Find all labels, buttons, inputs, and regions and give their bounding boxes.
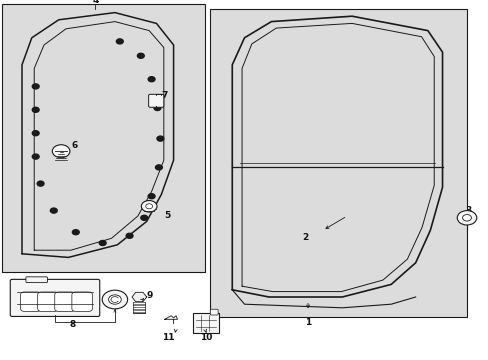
FancyBboxPatch shape <box>210 9 466 317</box>
Polygon shape <box>132 292 146 302</box>
FancyBboxPatch shape <box>2 4 205 272</box>
Circle shape <box>141 201 157 212</box>
FancyBboxPatch shape <box>10 279 100 316</box>
Text: 2: 2 <box>302 233 308 242</box>
Circle shape <box>456 211 476 225</box>
FancyBboxPatch shape <box>210 309 218 315</box>
FancyBboxPatch shape <box>26 277 47 283</box>
Circle shape <box>99 240 106 246</box>
Circle shape <box>148 194 155 199</box>
Circle shape <box>155 165 162 170</box>
Circle shape <box>32 131 39 136</box>
Circle shape <box>157 136 163 141</box>
Circle shape <box>145 204 152 209</box>
Text: 11: 11 <box>162 333 175 342</box>
FancyBboxPatch shape <box>72 292 92 311</box>
Text: 6: 6 <box>72 141 78 150</box>
Text: 5: 5 <box>164 211 170 220</box>
FancyBboxPatch shape <box>193 313 218 333</box>
Circle shape <box>148 77 155 82</box>
FancyBboxPatch shape <box>148 94 163 107</box>
FancyBboxPatch shape <box>20 292 41 311</box>
Circle shape <box>32 107 39 112</box>
Polygon shape <box>164 316 177 319</box>
Text: 10: 10 <box>200 333 212 342</box>
Text: 1: 1 <box>305 318 310 327</box>
Circle shape <box>72 230 79 235</box>
Circle shape <box>137 53 144 58</box>
Text: 8: 8 <box>69 320 75 329</box>
FancyBboxPatch shape <box>38 292 58 311</box>
FancyBboxPatch shape <box>55 292 75 311</box>
Circle shape <box>102 290 127 309</box>
Circle shape <box>154 105 161 111</box>
Text: 3: 3 <box>465 206 470 215</box>
Circle shape <box>52 145 70 158</box>
Text: 7: 7 <box>161 91 168 100</box>
Circle shape <box>116 39 123 44</box>
Text: 9: 9 <box>146 292 153 300</box>
Circle shape <box>32 84 39 89</box>
Circle shape <box>462 215 470 221</box>
Circle shape <box>50 208 57 213</box>
Circle shape <box>108 295 121 304</box>
Circle shape <box>32 154 39 159</box>
Circle shape <box>37 181 44 186</box>
Circle shape <box>141 215 147 220</box>
Circle shape <box>126 233 133 238</box>
Text: 4: 4 <box>92 0 99 5</box>
